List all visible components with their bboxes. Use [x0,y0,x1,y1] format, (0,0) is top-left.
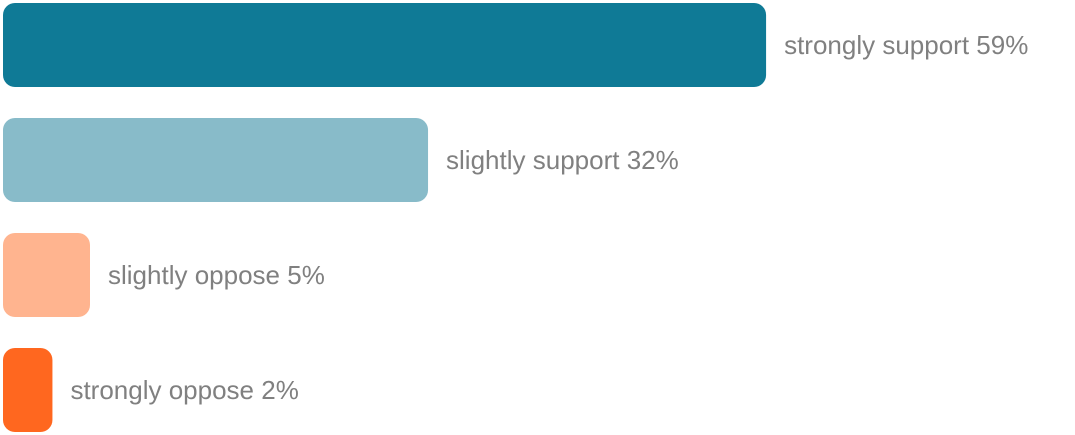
bar [3,233,90,317]
category-label: slightly support [446,145,620,175]
bar [3,3,767,87]
bar [3,348,53,432]
value-label: 32% [627,145,679,175]
value-label: 2% [261,375,299,405]
category-label: slightly oppose [108,260,280,290]
bar-label: slightly support 32% [446,145,679,175]
category-label: strongly oppose [70,375,254,405]
bar-label: slightly oppose 5% [108,260,325,290]
bar [3,118,429,202]
value-label: 5% [287,260,325,290]
value-label: 59% [976,30,1028,60]
bar-label: strongly oppose 2% [70,375,298,405]
category-label: strongly support [784,30,970,60]
bar-label: strongly support 59% [784,30,1028,60]
